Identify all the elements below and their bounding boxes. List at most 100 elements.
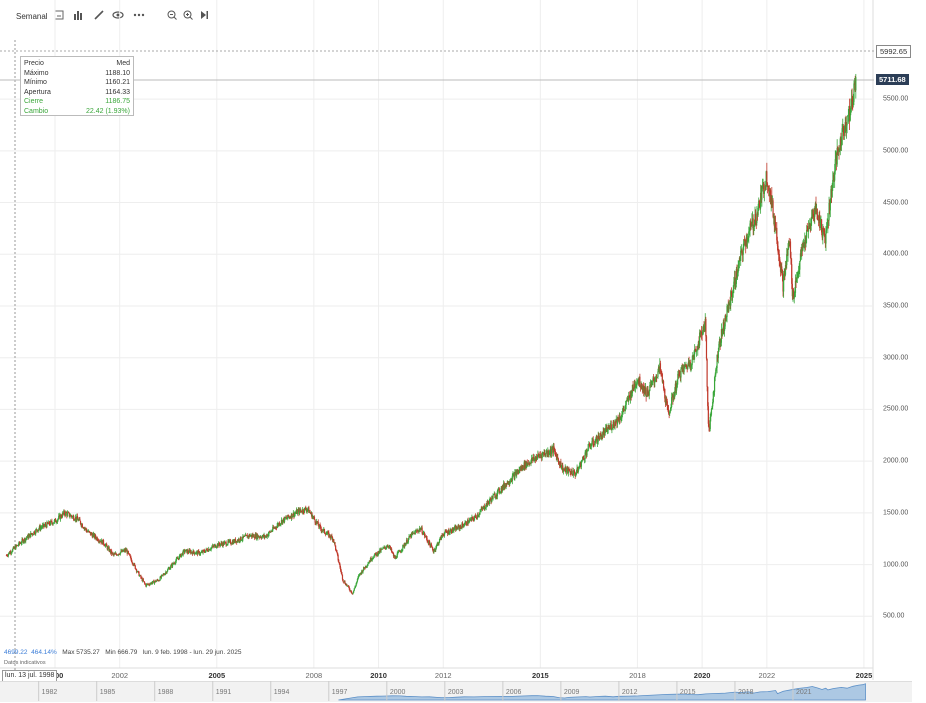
candle-body [90, 533, 92, 535]
candle-body [165, 571, 167, 574]
candle-body [629, 391, 632, 400]
x-tick-label: 2015 [532, 671, 549, 680]
candle-body [206, 548, 208, 550]
candle-body [448, 530, 450, 534]
zoom-out-icon[interactable] [166, 9, 178, 21]
candle-body [122, 549, 124, 552]
candle-body [545, 452, 547, 456]
candle-body [522, 469, 525, 470]
candle-body [626, 399, 628, 401]
candle-body [587, 444, 589, 451]
navigator-tick-label: 2015 [679, 689, 696, 696]
bar-chart-icon[interactable] [72, 9, 84, 21]
candle-body [473, 519, 475, 520]
candle-body [453, 527, 456, 530]
candle-body [687, 364, 689, 369]
candle-body [424, 532, 426, 537]
candle-body [284, 517, 286, 522]
candle-body [782, 275, 784, 292]
candle-body [419, 528, 421, 531]
candle-body [643, 386, 645, 394]
candle-body [277, 523, 279, 526]
candle-body [605, 427, 607, 430]
candle-body [236, 541, 238, 543]
candle-body [779, 262, 782, 272]
current-price-tag: 5711.68 [876, 74, 909, 85]
candle-body [750, 224, 752, 227]
candle-body [434, 549, 436, 551]
candle-body [514, 471, 517, 473]
candle-body [539, 454, 541, 457]
candle-body [190, 550, 192, 554]
candle-body [81, 524, 83, 528]
candle-body [795, 280, 797, 283]
candle-body [142, 579, 144, 582]
candle-body [348, 587, 350, 590]
candle-body [832, 179, 834, 185]
zoom-in-icon[interactable] [182, 9, 194, 21]
candle-body [121, 549, 123, 552]
candle-body [146, 584, 148, 585]
candle-body [76, 515, 78, 521]
candle-body [160, 575, 163, 578]
candle-body [435, 547, 437, 551]
draw-pen-icon[interactable] [93, 9, 105, 21]
candle-body [399, 551, 401, 553]
more-icon[interactable] [133, 9, 145, 21]
candle-body [327, 532, 329, 533]
candle-body [128, 553, 130, 555]
candle-body [752, 218, 754, 228]
candle-body [618, 420, 620, 422]
candle-body [450, 529, 452, 533]
candle-body [695, 349, 697, 352]
candle-body [654, 380, 656, 383]
candle-body [157, 579, 159, 581]
candle-body [28, 533, 31, 536]
candle-body [254, 537, 256, 539]
candle-body [593, 444, 596, 446]
candle-body [353, 588, 355, 591]
candle-body [59, 514, 61, 520]
candle-body [216, 546, 218, 548]
candle-body [513, 473, 515, 479]
candle-body [267, 534, 269, 536]
candle-body [748, 231, 750, 239]
candle-body [200, 552, 202, 555]
candle-body [104, 544, 107, 547]
candle-body [218, 542, 220, 547]
candle-body [89, 531, 92, 535]
candle-body [649, 384, 652, 386]
candle-body [608, 427, 611, 429]
candle-body [125, 549, 128, 551]
candle-body [70, 515, 72, 517]
candle-body [685, 364, 688, 368]
candle-body [224, 541, 226, 543]
candle-body [375, 553, 377, 556]
candle-body [610, 424, 612, 426]
eye-icon[interactable] [112, 9, 124, 21]
jump-end-icon[interactable] [198, 9, 210, 21]
candle-body [722, 322, 724, 330]
candle-body [501, 487, 503, 492]
candle-body [61, 517, 63, 518]
navigator-area[interactable] [0, 681, 912, 701]
candle-body [203, 550, 205, 552]
candle-body [503, 483, 505, 489]
candle-body [7, 555, 9, 557]
candle-body [614, 420, 616, 427]
candle-body [432, 547, 434, 551]
candle-body [101, 539, 103, 545]
candle-body [88, 530, 90, 532]
candle-body [272, 527, 275, 529]
candle-body [573, 470, 575, 472]
candle-body [736, 272, 739, 277]
candle-body [750, 223, 752, 225]
candle-body [156, 579, 158, 581]
candle-body [60, 515, 62, 520]
interval-selector[interactable]: Semanal [16, 12, 48, 21]
candle-body [835, 153, 838, 165]
candle-body [758, 200, 760, 208]
candle-body [423, 532, 425, 534]
candle-body [769, 190, 772, 205]
